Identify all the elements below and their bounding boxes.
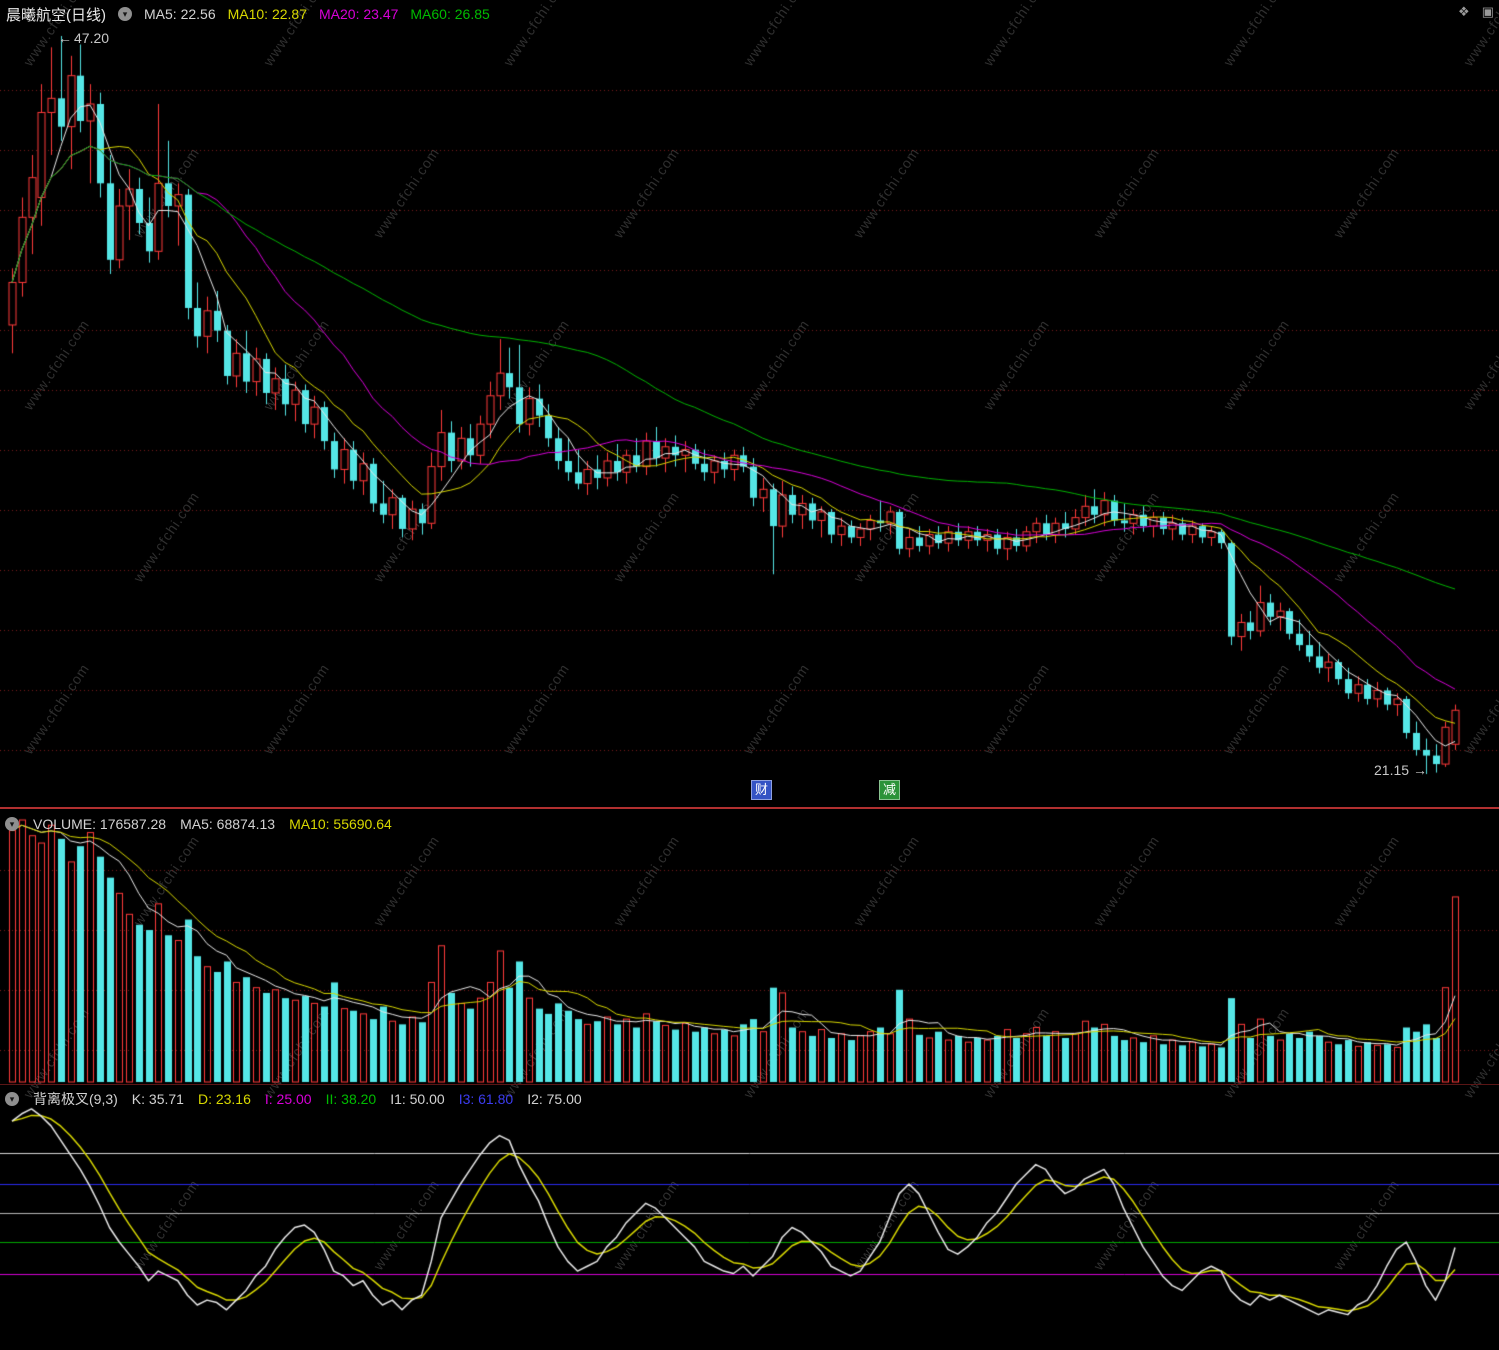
panel-separator — [0, 807, 1499, 809]
kdj-i3-label: I3: 61.80 — [458, 1091, 514, 1107]
panel-separator-thin — [0, 1084, 1499, 1085]
price-panel-header: 晨曦航空(日线) ▾ MA5: 22.56 MA10: 22.87 MA20: … — [0, 0, 1499, 28]
ma20-label: MA20: 23.47 — [319, 6, 399, 22]
lowest-price-label: 21.15 → — [1374, 762, 1427, 778]
finance-event-badge[interactable]: 财 — [751, 780, 772, 800]
volume-label: VOLUME: 176587.28 — [33, 816, 167, 832]
window-controls: ❖ ▣ — [1458, 4, 1494, 20]
volume-chart-canvas[interactable] — [0, 812, 1499, 1086]
kdj-panel-header: ▾ 背离极叉(9,3) K: 35.71 D: 23.16 I: 25.00 I… — [5, 1089, 582, 1109]
kdj-title: 背离极叉(9,3) — [33, 1091, 118, 1107]
low-price-value: 21.15 — [1374, 762, 1410, 778]
high-arrow-icon: ← — [58, 30, 72, 46]
indicator-collapse-icon[interactable]: ▾ — [118, 7, 132, 21]
kdj-i2-label: I2: 75.00 — [527, 1091, 582, 1107]
kdj-collapse-icon[interactable]: ▾ — [5, 1092, 19, 1106]
ma5-label: MA5: 22.56 — [144, 6, 216, 22]
kdj-chart-canvas[interactable] — [0, 1086, 1499, 1350]
kdj-i-label: I: 25.00 — [264, 1091, 312, 1107]
volume-ma10-label: MA10: 55690.64 — [289, 816, 392, 832]
price-chart-canvas[interactable] — [0, 28, 1499, 806]
low-arrow-icon: → — [1413, 762, 1428, 778]
volume-panel-header: ▾ VOLUME: 176587.28 MA5: 68874.13 MA10: … — [5, 816, 392, 832]
diamond-icon[interactable]: ❖ — [1458, 4, 1470, 19]
kdj-d-label: D: 23.16 — [197, 1091, 251, 1107]
kdj-k-label: K: 35.71 — [131, 1091, 184, 1107]
kdj-i1-label: I1: 50.00 — [390, 1091, 445, 1107]
highest-price-label: ← 47.20 — [58, 30, 109, 46]
reduce-event-badge[interactable]: 减 — [879, 780, 900, 800]
stock-title: 晨曦航空(日线) — [6, 6, 106, 24]
volume-ma5-label: MA5: 68874.13 — [180, 816, 276, 832]
high-price-value: 47.20 — [74, 30, 110, 46]
panel-icon[interactable]: ▣ — [1481, 4, 1494, 19]
ma60-label: MA60: 26.85 — [410, 6, 490, 22]
volume-collapse-icon[interactable]: ▾ — [5, 817, 19, 831]
kdj-ii-label: II: 38.20 — [325, 1091, 377, 1107]
ma10-label: MA10: 22.87 — [227, 6, 307, 22]
